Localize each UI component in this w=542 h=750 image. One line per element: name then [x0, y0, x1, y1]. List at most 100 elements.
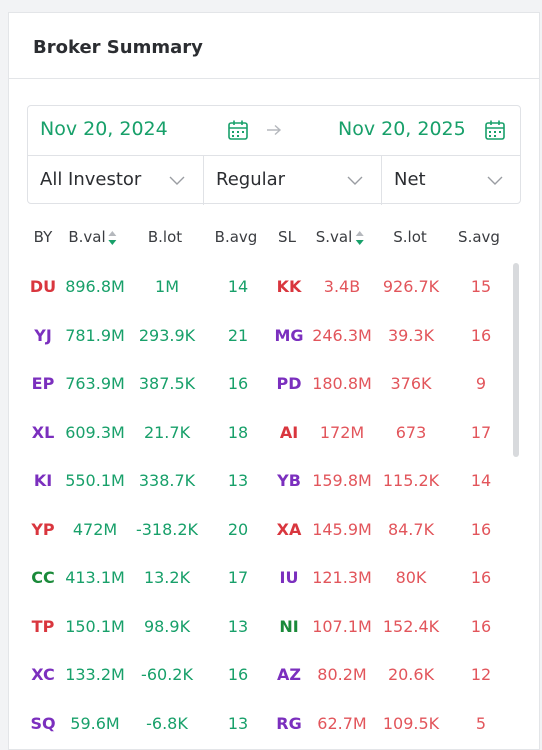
cell-value: 159.8M: [312, 471, 372, 490]
cell-value: 115.2K: [382, 471, 440, 490]
broker-code[interactable]: YB: [277, 471, 301, 490]
column-header[interactable]: B.val: [68, 228, 117, 246]
broker-code[interactable]: KI: [33, 471, 53, 490]
broker-code[interactable]: XL: [31, 422, 55, 442]
cell-value: 16: [470, 519, 492, 539]
column-header: B.lot: [147, 228, 183, 246]
cell-value: 180.8M: [312, 374, 372, 393]
sort-icon[interactable]: [108, 230, 118, 246]
cell-value: 13: [227, 471, 249, 490]
cell-value: 16: [227, 665, 249, 684]
column-header: B.avg: [214, 228, 258, 246]
cell-value: 926.7K: [382, 277, 440, 296]
cell-value: 1M: [155, 277, 179, 296]
column-header[interactable]: S.val: [316, 228, 364, 246]
cell-value: 609.3M: [65, 422, 125, 442]
dropdown-label: Net: [394, 169, 426, 190]
mode-dropdown[interactable]: Net: [381, 156, 520, 205]
arrow-icon: [267, 124, 282, 136]
divider: [9, 78, 539, 79]
column-header: S.lot: [393, 228, 427, 246]
cell-value: 16: [470, 616, 492, 636]
cell-value: 18: [227, 422, 249, 442]
chevron: [487, 176, 503, 185]
broker-code[interactable]: NI: [279, 616, 299, 636]
card-title: Broker Summary: [33, 37, 203, 58]
broker-code[interactable]: SQ: [30, 713, 56, 733]
broker-summary-card: Broker Summary Nov 20, 2024 Nov 20, 2025…: [8, 12, 540, 750]
broker-code[interactable]: DU: [29, 277, 57, 296]
column-header: BY: [33, 228, 53, 246]
cell-value: 12: [470, 665, 492, 684]
cell-value: 17: [470, 422, 492, 442]
broker-code[interactable]: YP: [31, 519, 55, 539]
cell-value: -6.8K: [146, 713, 188, 733]
cell-value: 17: [227, 568, 249, 587]
end-date[interactable]: Nov 20, 2025: [338, 118, 466, 140]
cell-value: 20: [227, 519, 249, 539]
broker-code[interactable]: YJ: [34, 325, 52, 345]
cell-value: 5: [475, 713, 487, 733]
cell-value: 80.2M: [317, 665, 367, 684]
cell-value: 781.9M: [65, 325, 125, 345]
cell-value: 13: [227, 616, 249, 636]
broker-code[interactable]: TP: [31, 616, 55, 636]
investor-dropdown[interactable]: All Investor: [28, 156, 203, 205]
chevron: [169, 176, 185, 185]
broker-code[interactable]: CC: [31, 568, 55, 587]
start-date[interactable]: Nov 20, 2024: [40, 118, 168, 140]
cell-value: 172M: [319, 422, 365, 442]
cell-value: -318.2K: [135, 519, 199, 539]
cell-value: 472M: [72, 519, 118, 539]
cell-value: 13.2K: [143, 568, 191, 587]
cell-value: 21.7K: [143, 422, 191, 442]
sort-icon[interactable]: [354, 230, 364, 246]
cell-value: 80K: [395, 568, 427, 587]
cell-value: 59.6M: [70, 713, 120, 733]
cell-value: 673: [395, 422, 427, 442]
cell-value: 150.1M: [65, 616, 125, 636]
date-filter-box: Nov 20, 2024 Nov 20, 2025 All Investor R…: [27, 105, 521, 205]
cell-value: 20.6K: [387, 665, 435, 684]
cell-value: 896.8M: [65, 277, 125, 296]
cell-value: 246.3M: [312, 325, 372, 345]
broker-code[interactable]: XA: [276, 519, 302, 539]
cell-value: 16: [470, 325, 492, 345]
broker-code[interactable]: EP: [31, 374, 55, 393]
cell-value: 145.9M: [312, 519, 372, 539]
cell-value: 293.9K: [138, 325, 196, 345]
calendar-icon[interactable]: [227, 119, 249, 141]
broker-code[interactable]: KK: [276, 277, 302, 296]
cell-value: 338.7K: [138, 471, 196, 490]
cell-value: 9: [475, 374, 487, 393]
cell-value: 62.7M: [317, 713, 367, 733]
dropdown-label: All Investor: [40, 169, 142, 190]
cell-value: 152.4K: [382, 616, 440, 636]
broker-code[interactable]: AZ: [277, 665, 301, 684]
cell-value: 21: [227, 325, 249, 345]
filter-row: All Investor Regular Net: [28, 155, 520, 205]
cell-value: 84.7K: [387, 519, 435, 539]
chevron: [347, 176, 363, 185]
broker-code[interactable]: PD: [276, 374, 302, 393]
broker-code[interactable]: XC: [31, 665, 55, 684]
broker-code[interactable]: MG: [274, 325, 304, 345]
broker-code[interactable]: IU: [279, 568, 299, 587]
cell-value: 16: [470, 568, 492, 587]
column-header: S.avg: [458, 228, 500, 246]
calendar-icon[interactable]: [484, 119, 506, 141]
market-dropdown[interactable]: Regular: [203, 156, 381, 205]
broker-code[interactable]: AI: [279, 422, 299, 442]
cell-value: 13: [227, 713, 249, 733]
broker-code[interactable]: RG: [276, 713, 302, 733]
cell-value: 133.2M: [65, 665, 125, 684]
cell-value: 550.1M: [65, 471, 125, 490]
scrollbar[interactable]: [513, 263, 519, 457]
cell-value: 3.4B: [323, 277, 361, 296]
cell-value: 107.1M: [312, 616, 372, 636]
cell-value: 376K: [390, 374, 432, 393]
cell-value: 15: [470, 277, 492, 296]
cell-value: 16: [227, 374, 249, 393]
cell-value: 413.1M: [65, 568, 125, 587]
